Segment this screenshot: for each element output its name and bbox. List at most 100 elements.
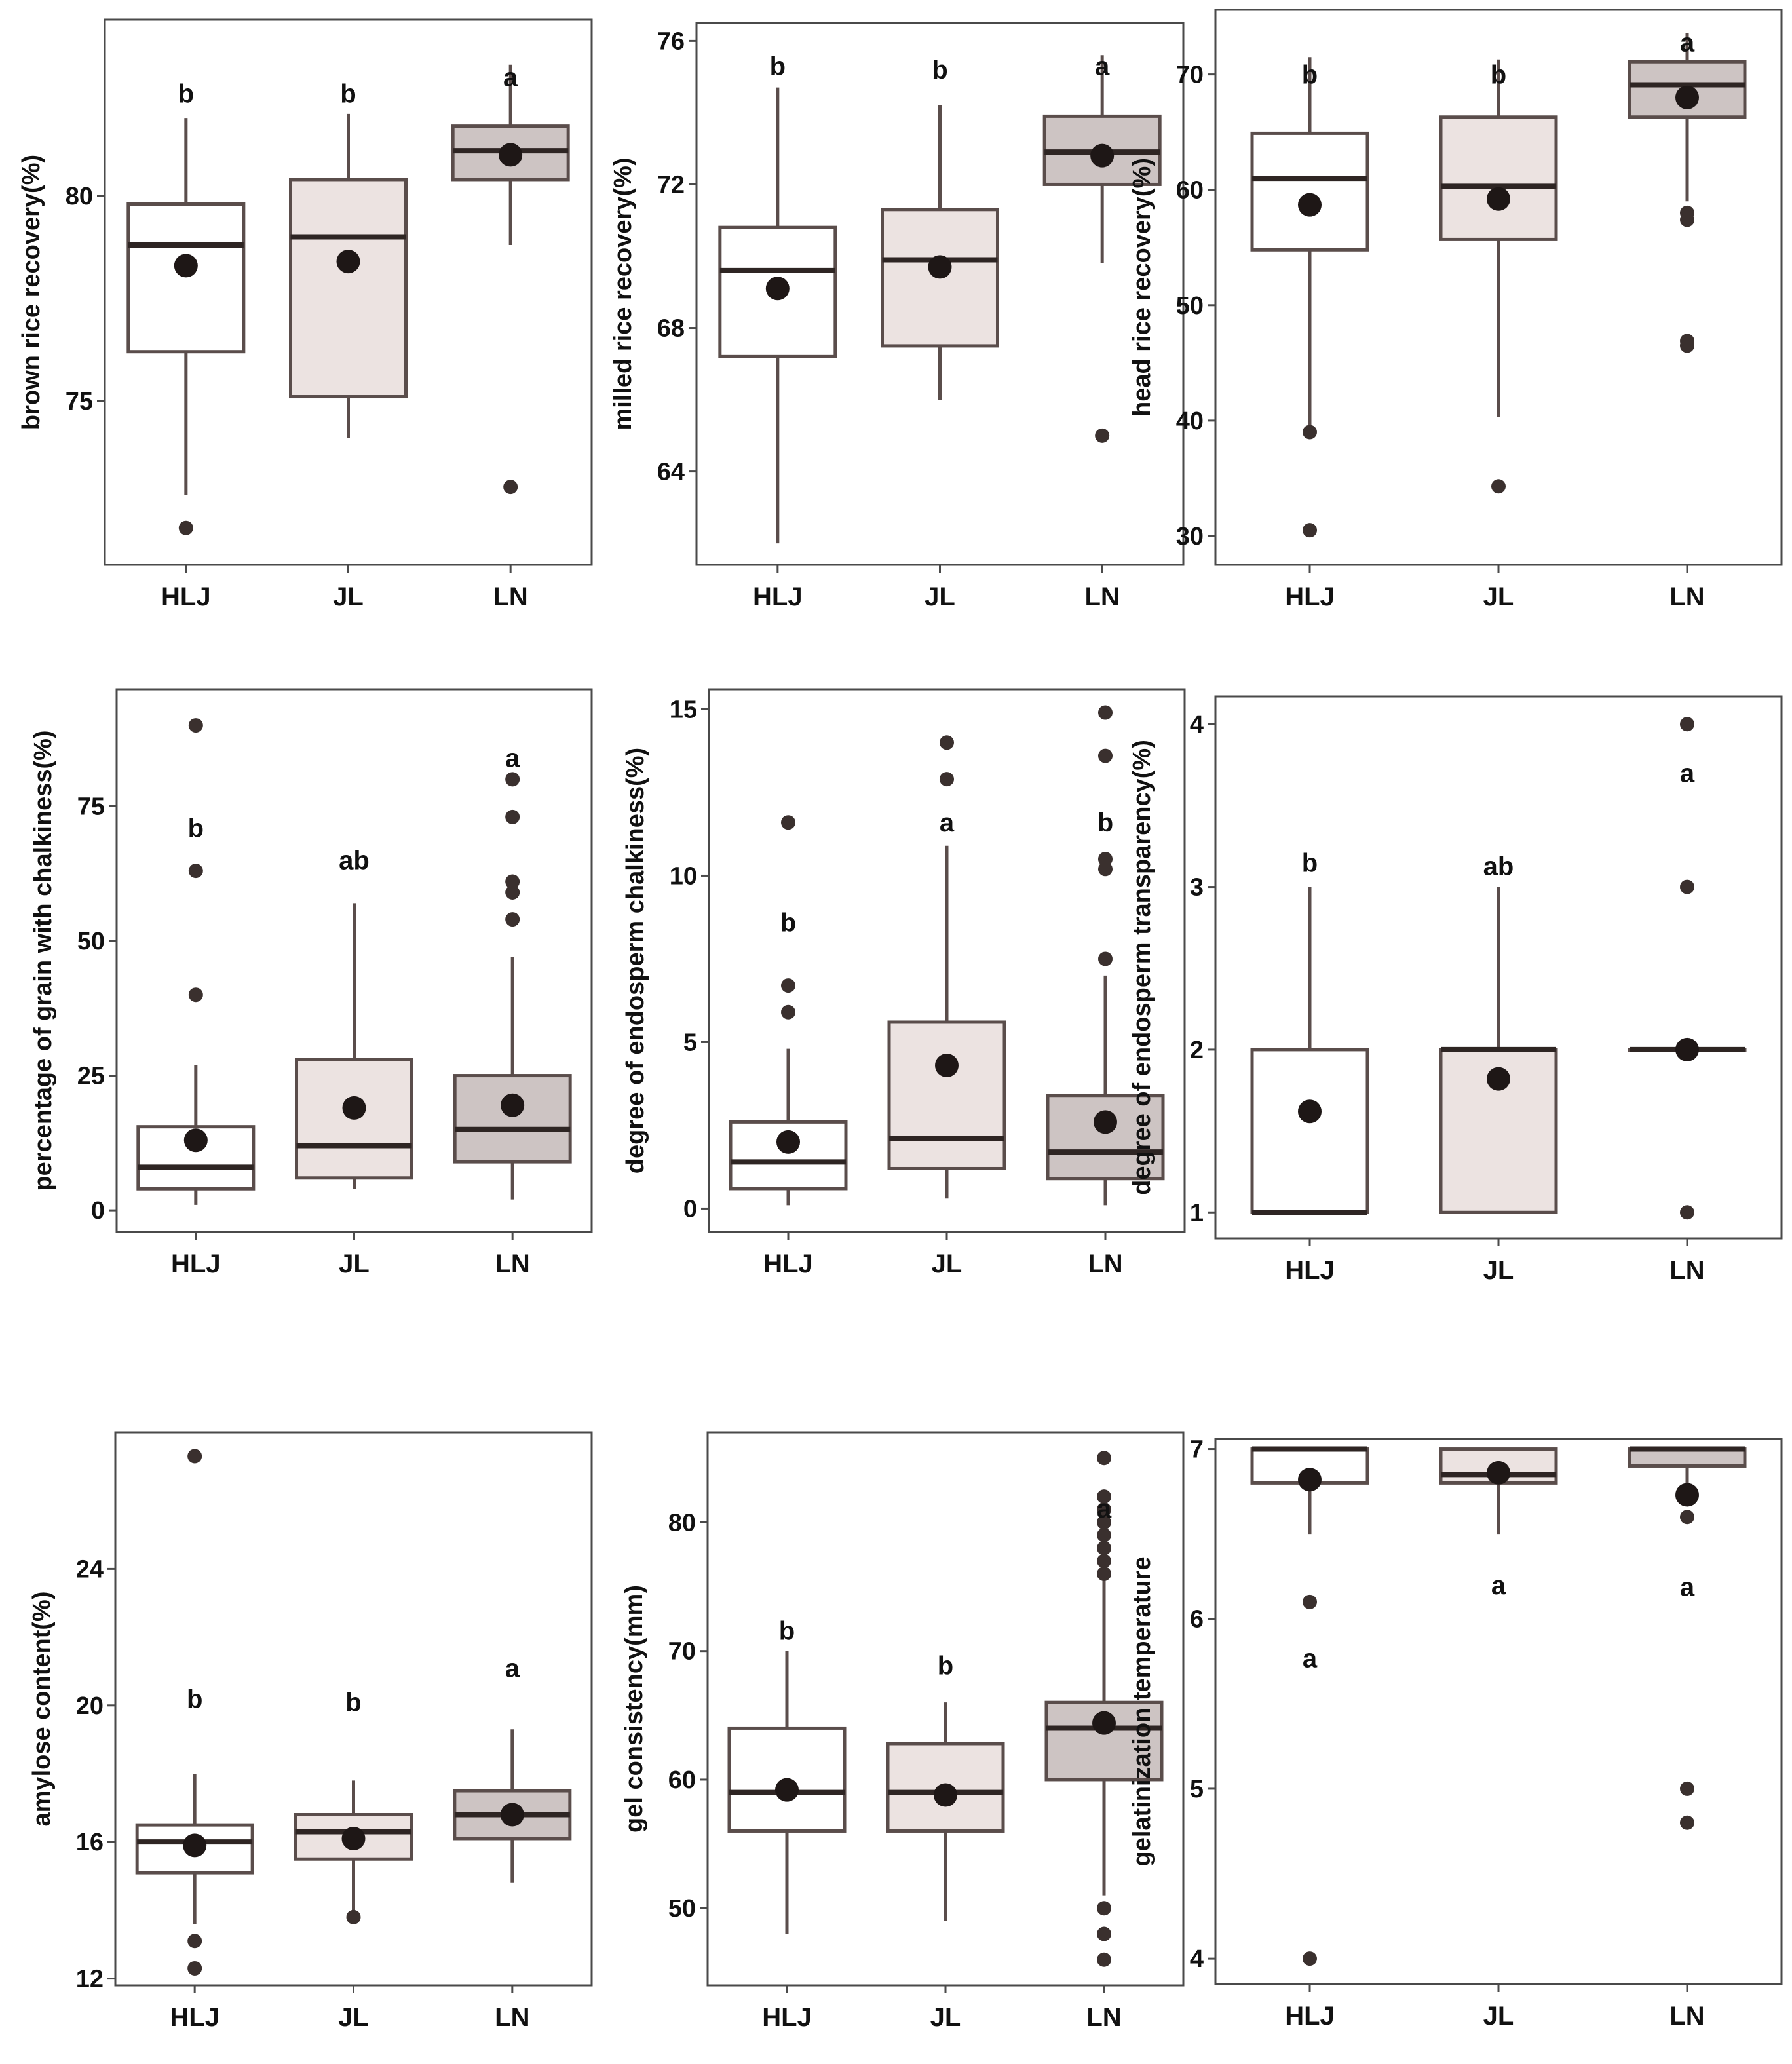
outlier-point [1097,1451,1111,1466]
significance-letter: b [340,80,356,109]
outlier-point [187,1449,202,1464]
x-tick-label: HLJ [161,583,211,611]
mean-point [341,1826,366,1850]
outlier-point [1680,1510,1694,1525]
outlier-point [1098,862,1113,877]
mean-point [342,1096,366,1120]
significance-letter: b [770,52,786,81]
outlier-point [188,718,203,733]
y-tick-label: 50 [668,1895,696,1922]
mean-point [499,143,523,167]
y-tick-label: 72 [657,171,685,199]
x-tick-label: HLJ [171,1250,221,1278]
significance-letter: a [1680,1573,1695,1601]
chart-panel-9: 4 5 6 7 gelatinization temperature HLJ JL LN a a a [1128,1436,1783,2031]
x-tick-label: LN [493,583,528,611]
x-tick-label: JL [932,1250,963,1278]
outlier-point [1098,705,1113,720]
mean-point [500,1803,524,1827]
outlier-point [346,1909,361,1924]
significance-letter: b [1097,809,1113,837]
mean-point [935,1054,959,1078]
x-tick-label: HLJ [1285,583,1335,611]
mean-point [1675,85,1699,109]
x-tick-label: HLJ [763,1250,813,1278]
outlier-point [505,912,520,927]
x-tick-label: HLJ [1285,2002,1335,2031]
significance-letter: ab [339,847,370,875]
y-tick-label: 70 [668,1638,696,1666]
outlier-point [505,874,520,889]
mean-point [1487,1461,1510,1485]
outlier-point [1097,1926,1111,1941]
significance-letter: b [1302,849,1318,877]
outlier-point [781,1004,795,1020]
chart-panel-8: 50 60 70 80 gel consistency(mm) HLJ JL LN b b a [620,1431,1185,2032]
y-tick-label: 76 [657,28,685,55]
outlier-point [1095,428,1110,443]
y-tick-label: 30 [1176,523,1204,550]
significance-letter: b [178,80,194,109]
mean-point [765,277,790,301]
significance-letter: a [505,744,520,773]
box-ln [1046,1094,1165,1181]
outlier-point [1097,1554,1111,1569]
y-tick-label: 20 [76,1692,104,1720]
significance-letter: a [503,64,518,92]
x-tick-label: HLJ [753,583,803,611]
outlier-point [1097,1952,1111,1967]
outlier-point [1680,212,1694,227]
outlier-point [1680,1781,1694,1796]
y-tick-label: 15 [670,696,697,723]
outlier-point [1098,951,1113,966]
mean-point [183,1128,208,1153]
outlier-point [505,809,520,824]
outlier-point [1097,1566,1111,1581]
significance-letter: b [345,1689,361,1717]
outlier-point [1303,425,1317,440]
box-jl [289,178,408,399]
x-tick-label: JL [930,2003,961,2032]
outlier-point [1097,1901,1111,1916]
y-tick-label: 70 [1176,62,1204,89]
significance-letter: a [505,1654,520,1683]
outlier-point [940,772,954,787]
y-tick-label: 0 [683,1195,697,1223]
box-hlj [1250,1048,1369,1214]
y-axis-label: degree of endosperm chalkiness(%) [622,748,649,1174]
y-axis-label: amylose content(%) [28,1592,56,1827]
mean-point [1094,1110,1117,1134]
box-hlj [727,1726,847,1833]
x-tick-label: JL [339,1250,370,1278]
outlier-point [505,772,520,787]
y-tick-label: 68 [657,315,685,343]
y-tick-label: 12 [76,1966,104,1993]
mean-point [1298,1468,1322,1492]
y-tick-label: 6 [1190,1606,1204,1634]
chart-panel-4: 0 25 50 75 percentage of grain with chalkine… [29,688,593,1278]
outlier-point [188,864,203,879]
x-tick-label: LN [495,2003,529,2032]
y-tick-label: 80 [668,1509,696,1537]
mean-point [1487,187,1510,211]
significance-letter: a [1303,1644,1318,1673]
y-tick-label: 7 [1190,1436,1204,1464]
box-jl [1439,115,1558,241]
significance-letter: a [1097,1495,1112,1523]
significance-letter: a [1680,759,1695,788]
x-tick-label: HLJ [762,2003,812,2032]
y-tick-label: 4 [1190,1945,1204,1973]
y-tick-label: 60 [1176,177,1204,204]
mean-point [183,1833,207,1858]
y-tick-label: 64 [657,459,685,486]
significance-letter: b [932,56,947,85]
outlier-point [940,735,954,750]
chart-panel-6: 1 2 3 4 degree of endosperm transparency(%) H… [1128,695,1783,1285]
y-tick-label: 0 [91,1197,105,1225]
significance-letter: a [1491,1571,1506,1600]
y-tick-label: 5 [683,1029,697,1056]
mean-point [1675,1483,1699,1507]
y-axis-label: percentage of grain with chalkiness(%) [29,730,57,1191]
x-tick-label: JL [1483,1256,1514,1285]
